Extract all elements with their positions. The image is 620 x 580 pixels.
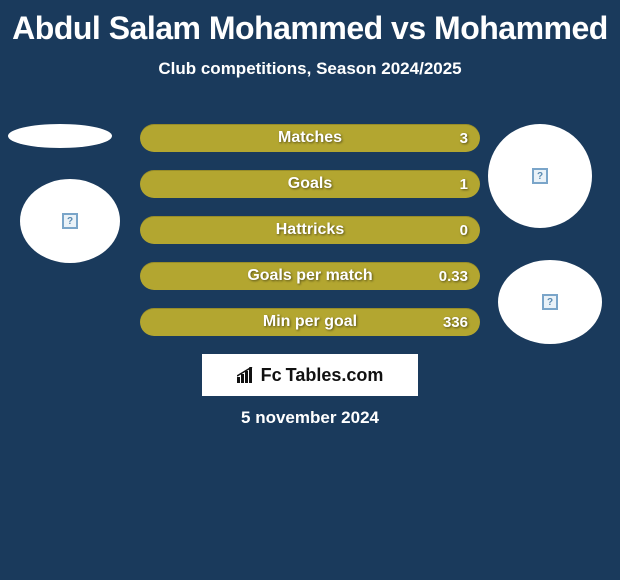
stat-row: Matches 3	[140, 124, 480, 152]
date-text: 5 november 2024	[0, 408, 620, 428]
stat-label: Goals per match	[247, 267, 372, 285]
brand-logo: FcTables.com	[202, 354, 418, 396]
page-title: Abdul Salam Mohammed vs Mohammed	[0, 0, 620, 47]
brand-text-post: Tables.com	[286, 365, 384, 386]
stats-list: Matches 3 Goals 1 Hattricks 0 Goals per …	[140, 124, 480, 336]
stat-row: Hattricks 0	[140, 216, 480, 244]
stat-value: 0	[460, 222, 468, 239]
bar-chart-icon	[237, 367, 257, 383]
stat-row: Goals 1	[140, 170, 480, 198]
stat-value: 336	[443, 314, 468, 331]
avatar-circle-right-bottom: ?	[498, 260, 602, 344]
stat-value: 3	[460, 130, 468, 147]
stat-value: 0.33	[439, 268, 468, 285]
stat-label: Matches	[278, 129, 342, 147]
image-placeholder-icon: ?	[62, 213, 78, 229]
avatar-placeholder-ellipse	[8, 124, 112, 148]
image-placeholder-icon: ?	[532, 168, 548, 184]
stat-value: 1	[460, 176, 468, 193]
brand-text-pre: Fc	[261, 365, 282, 386]
avatar-circle-right-top: ?	[488, 124, 592, 228]
avatar-circle-left: ?	[20, 179, 120, 263]
stat-label: Hattricks	[276, 221, 344, 239]
subtitle: Club competitions, Season 2024/2025	[0, 59, 620, 79]
stat-row: Min per goal 336	[140, 308, 480, 336]
stat-row: Goals per match 0.33	[140, 262, 480, 290]
stat-label: Min per goal	[263, 313, 357, 331]
image-placeholder-icon: ?	[542, 294, 558, 310]
stat-label: Goals	[288, 175, 332, 193]
